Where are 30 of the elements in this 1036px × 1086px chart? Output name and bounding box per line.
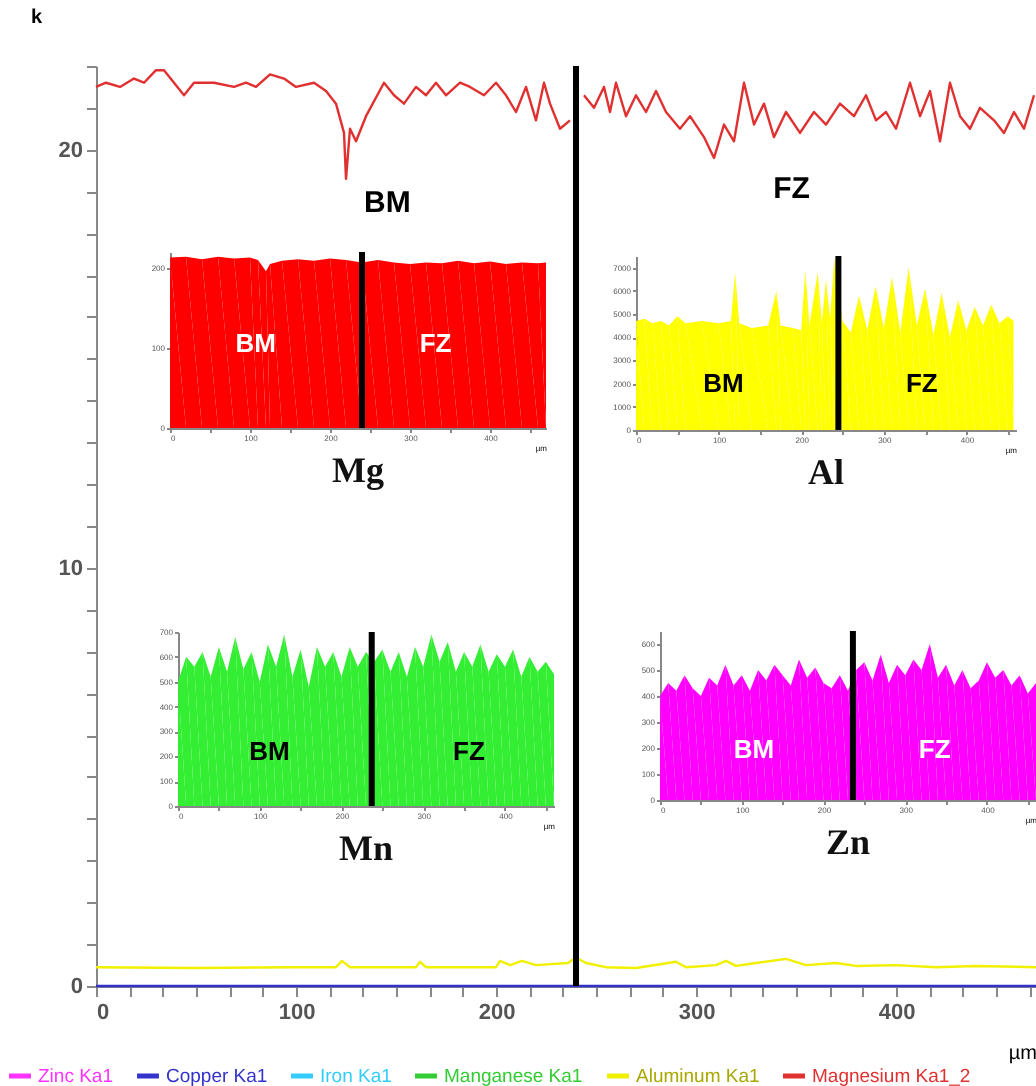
text: Mg: [332, 450, 384, 490]
annotation: FZ: [918, 734, 951, 765]
annotation: FZ: [453, 735, 485, 766]
legend-label: Copper Ka1: [166, 1066, 268, 1086]
legend-label: Magnesium Ka1_2: [812, 1066, 971, 1086]
text: Zn: [825, 822, 871, 862]
legend-label: Manganese Ka1: [444, 1066, 583, 1086]
x-tick-label: 0: [97, 1001, 110, 1025]
annotation: BM: [235, 328, 276, 358]
legend-label: Zinc Ka1: [38, 1066, 113, 1086]
annotation: BM: [364, 186, 411, 221]
text: Al: [808, 452, 844, 492]
legend-label: Iron Ka1: [320, 1066, 392, 1086]
annotation: FZ: [773, 172, 810, 207]
annotation: FZ: [905, 367, 938, 398]
y-tick-label: 10: [58, 556, 83, 581]
legend-label: Aluminum Ka1: [636, 1066, 760, 1086]
annotation: BM: [249, 735, 290, 766]
x-tick-label: 300: [678, 1001, 716, 1025]
annotation: BM: [733, 734, 775, 765]
x-tick-label: 200: [478, 1001, 516, 1025]
x-tick-label: 100: [278, 1001, 316, 1025]
x-axis-title: µm: [1008, 1043, 1036, 1065]
text: Mn: [339, 828, 393, 868]
y-axis-title: k: [31, 7, 43, 29]
annotation: FZ: [419, 328, 452, 358]
y-tick-label: 20: [58, 138, 83, 163]
annotation: BM: [703, 367, 744, 398]
y-tick-label: 0: [70, 975, 83, 999]
x-tick-label: 400: [878, 1001, 916, 1025]
